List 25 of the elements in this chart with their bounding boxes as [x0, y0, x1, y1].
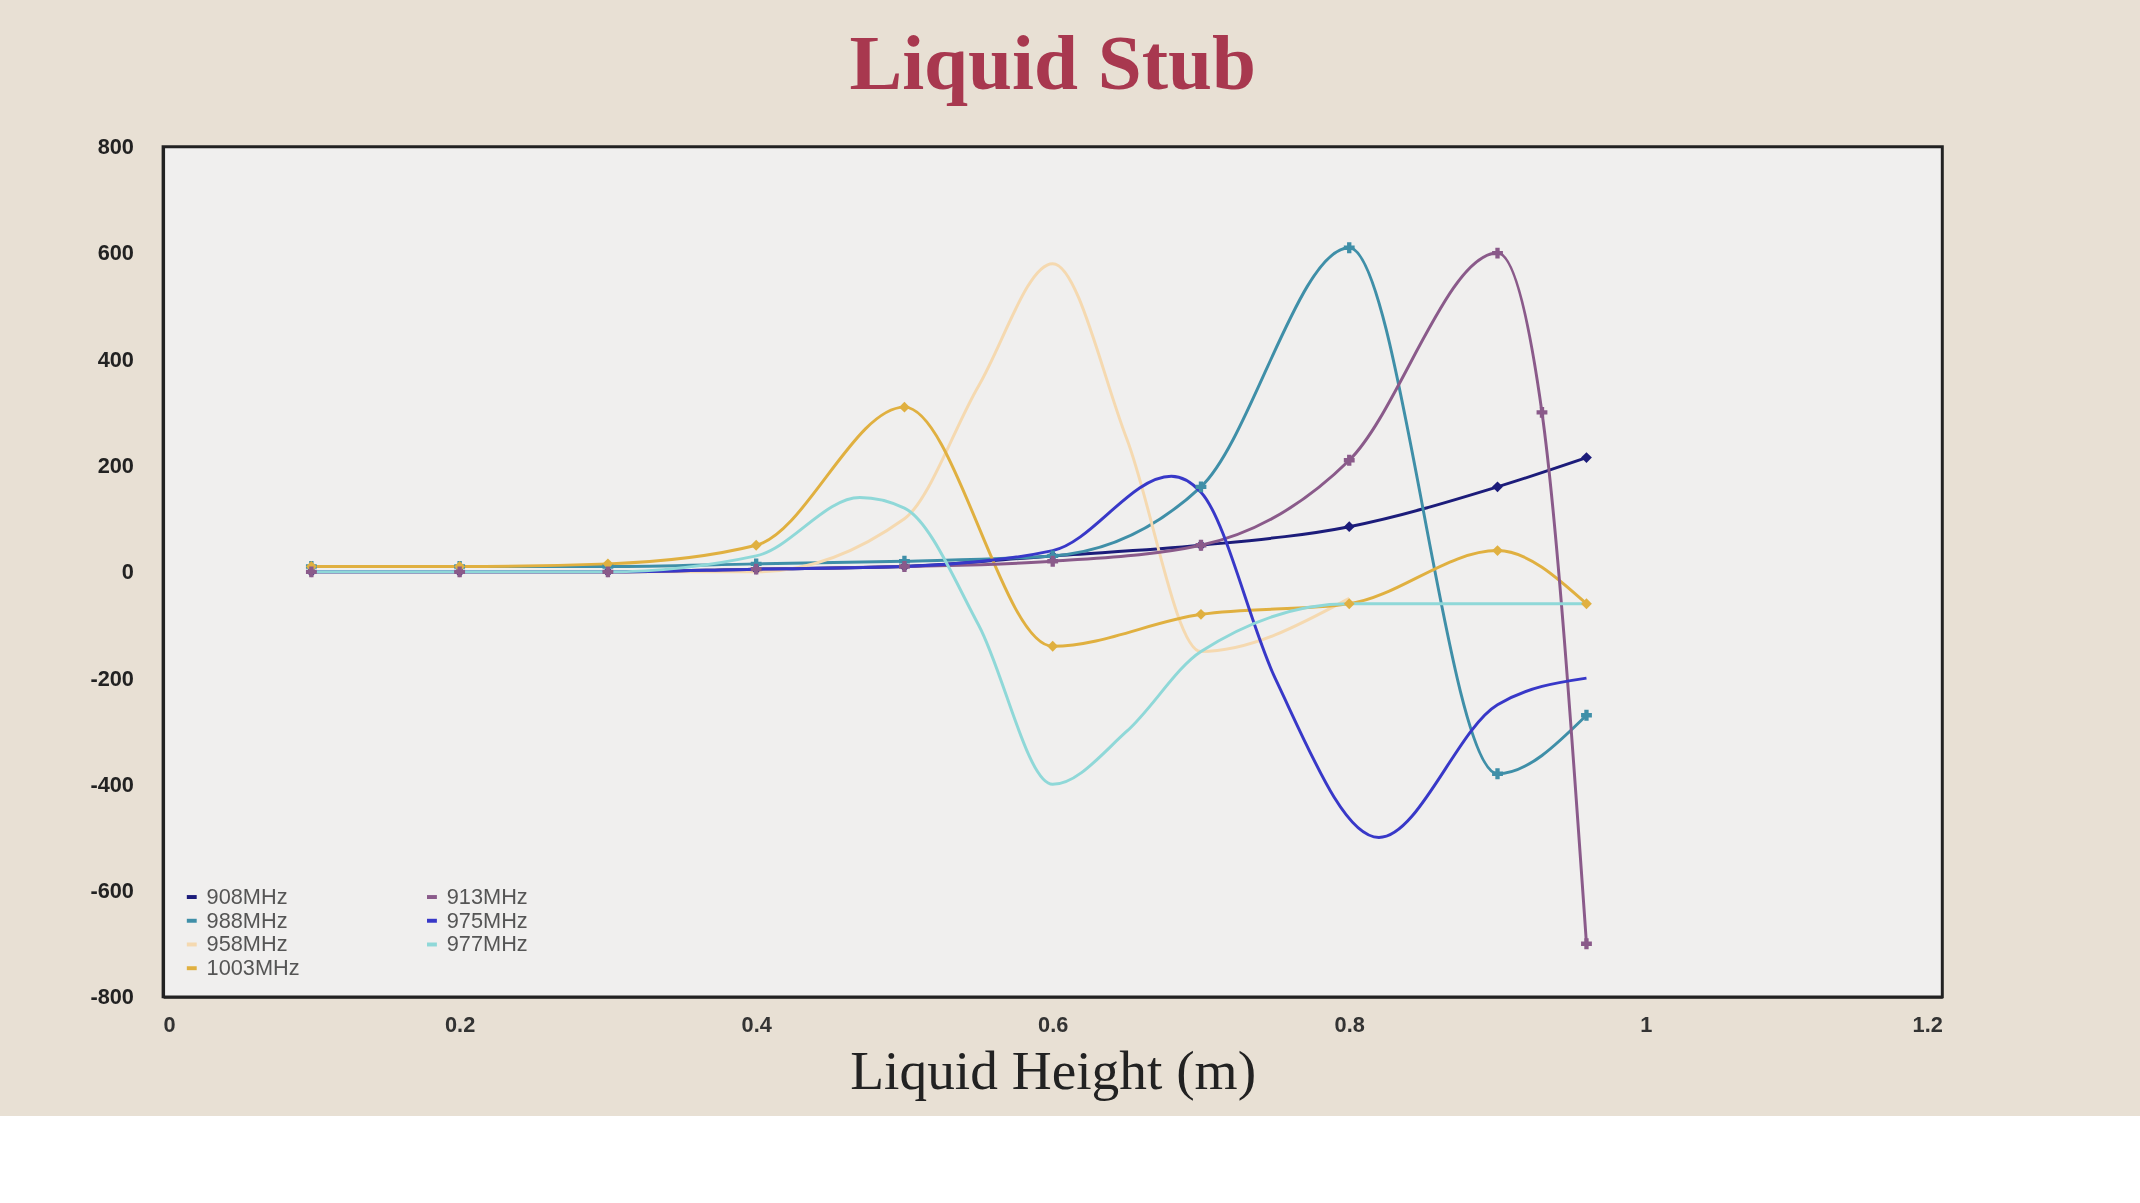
legend-label: 958MHz — [206, 931, 288, 957]
y-tick-label: 200 — [97, 452, 134, 478]
x-tick-label: 0.2 — [445, 1011, 476, 1037]
legend-label: 977MHz — [446, 931, 528, 957]
y-tick-label: -600 — [90, 878, 134, 904]
y-tick-label: -800 — [90, 984, 134, 1010]
y-tick-label: 600 — [97, 240, 134, 266]
y-tick-label: -200 — [90, 665, 134, 691]
x-tick-label: 0.8 — [1334, 1011, 1365, 1037]
legend-label: 908MHz — [206, 883, 288, 909]
y-tick-label: 400 — [97, 346, 134, 372]
x-tick-label: 0 — [163, 1011, 176, 1037]
chart-title: Liquid Stub — [849, 19, 1256, 107]
x-tick-label: 1 — [1640, 1011, 1653, 1037]
x-tick-label: 1.2 — [1912, 1011, 1943, 1037]
legend-label: 1003MHz — [206, 955, 300, 981]
x-tick-label: 0.4 — [741, 1011, 772, 1037]
legend-label: 988MHz — [206, 907, 288, 933]
legend-label: 975MHz — [446, 907, 528, 933]
y-tick-label: 800 — [97, 134, 134, 160]
x-axis-title: Liquid Height (m) — [850, 1040, 1257, 1102]
y-tick-label: 0 — [121, 559, 134, 585]
y-tick-label: -400 — [90, 771, 134, 797]
x-tick-label: 0.6 — [1038, 1011, 1069, 1037]
legend-label: 913MHz — [446, 883, 528, 909]
